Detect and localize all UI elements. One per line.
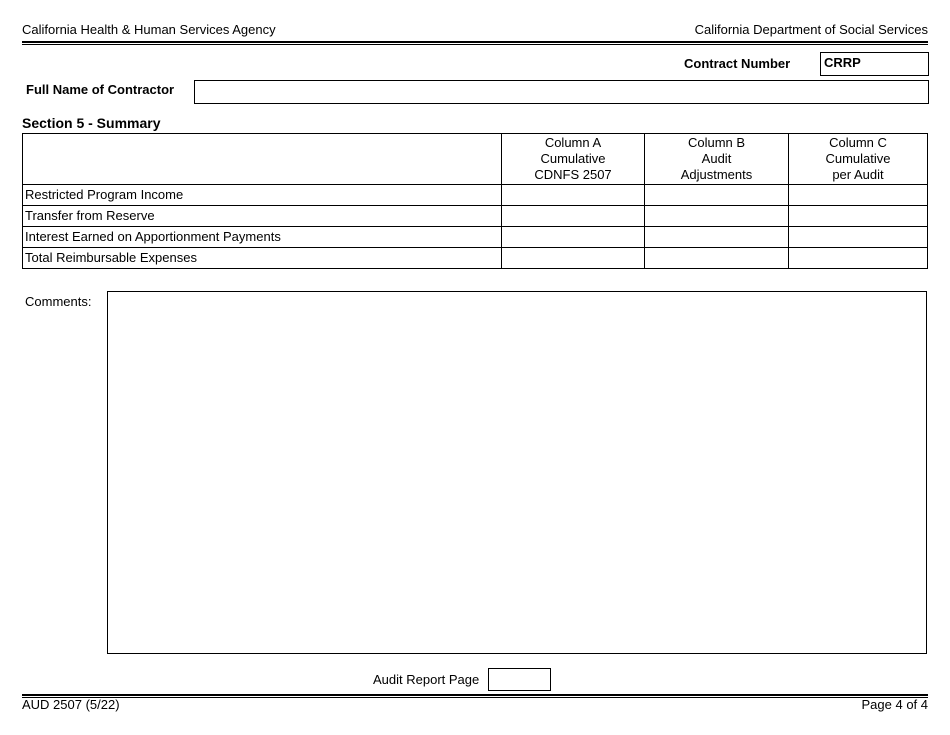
column-a-cell[interactable]: [501, 184, 645, 206]
row-label: Interest Earned on Apportionment Payment…: [22, 226, 502, 248]
page-number: Page 4 of 4: [861, 697, 929, 712]
column-b-cell[interactable]: [644, 205, 789, 227]
column-c-cell[interactable]: [788, 247, 928, 269]
column-a-cell[interactable]: [501, 247, 645, 269]
column-b-cell[interactable]: [644, 226, 789, 248]
column-b-header: Column B Audit Adjustments: [644, 133, 789, 185]
row-label: Transfer from Reserve: [22, 205, 502, 227]
comments-field[interactable]: [107, 291, 927, 654]
table-header-row: Column A Cumulative CDNFS 2507 Column B Aud…: [22, 133, 928, 185]
table-row: Restricted Program Income: [22, 184, 928, 206]
table-row: Total Reimbursable Expenses: [22, 247, 928, 269]
column-a-cell[interactable]: [501, 226, 645, 248]
summary-table: Column A Cumulative CDNFS 2507 Column B Aud…: [22, 133, 928, 269]
table-row: Transfer from Reserve: [22, 205, 928, 227]
contractor-name-field[interactable]: [194, 80, 929, 104]
column-b-cell[interactable]: [644, 184, 789, 206]
row-label: Restricted Program Income: [22, 184, 502, 206]
audit-report-page-label: Audit Report Page: [373, 672, 480, 687]
section-title: Section 5 - Summary: [22, 115, 161, 131]
column-c-cell[interactable]: [788, 184, 928, 206]
agency-name: California Health & Human Services Agenc…: [22, 22, 276, 37]
column-c-cell[interactable]: [788, 226, 928, 248]
table-row: Interest Earned on Apportionment Payment…: [22, 226, 928, 248]
form-number: AUD 2507 (5/22): [22, 697, 120, 712]
blank-header: [22, 133, 502, 185]
audit-report-page-field[interactable]: [488, 668, 551, 691]
contract-number-field[interactable]: CRRP: [820, 52, 929, 76]
column-c-header: Column C Cumulative per Audit: [788, 133, 928, 185]
column-b-cell[interactable]: [644, 247, 789, 269]
column-a-cell[interactable]: [501, 205, 645, 227]
footer-divider: [22, 694, 928, 698]
department-name: California Department of Social Services: [694, 22, 928, 37]
contractor-name-label: Full Name of Contractor: [26, 82, 175, 97]
header-divider: [22, 41, 928, 45]
column-c-cell[interactable]: [788, 205, 928, 227]
comments-label: Comments:: [25, 294, 92, 309]
row-label: Total Reimbursable Expenses: [22, 247, 502, 269]
contract-number-label: Contract Number: [684, 56, 791, 71]
column-a-header: Column A Cumulative CDNFS 2507: [501, 133, 645, 185]
